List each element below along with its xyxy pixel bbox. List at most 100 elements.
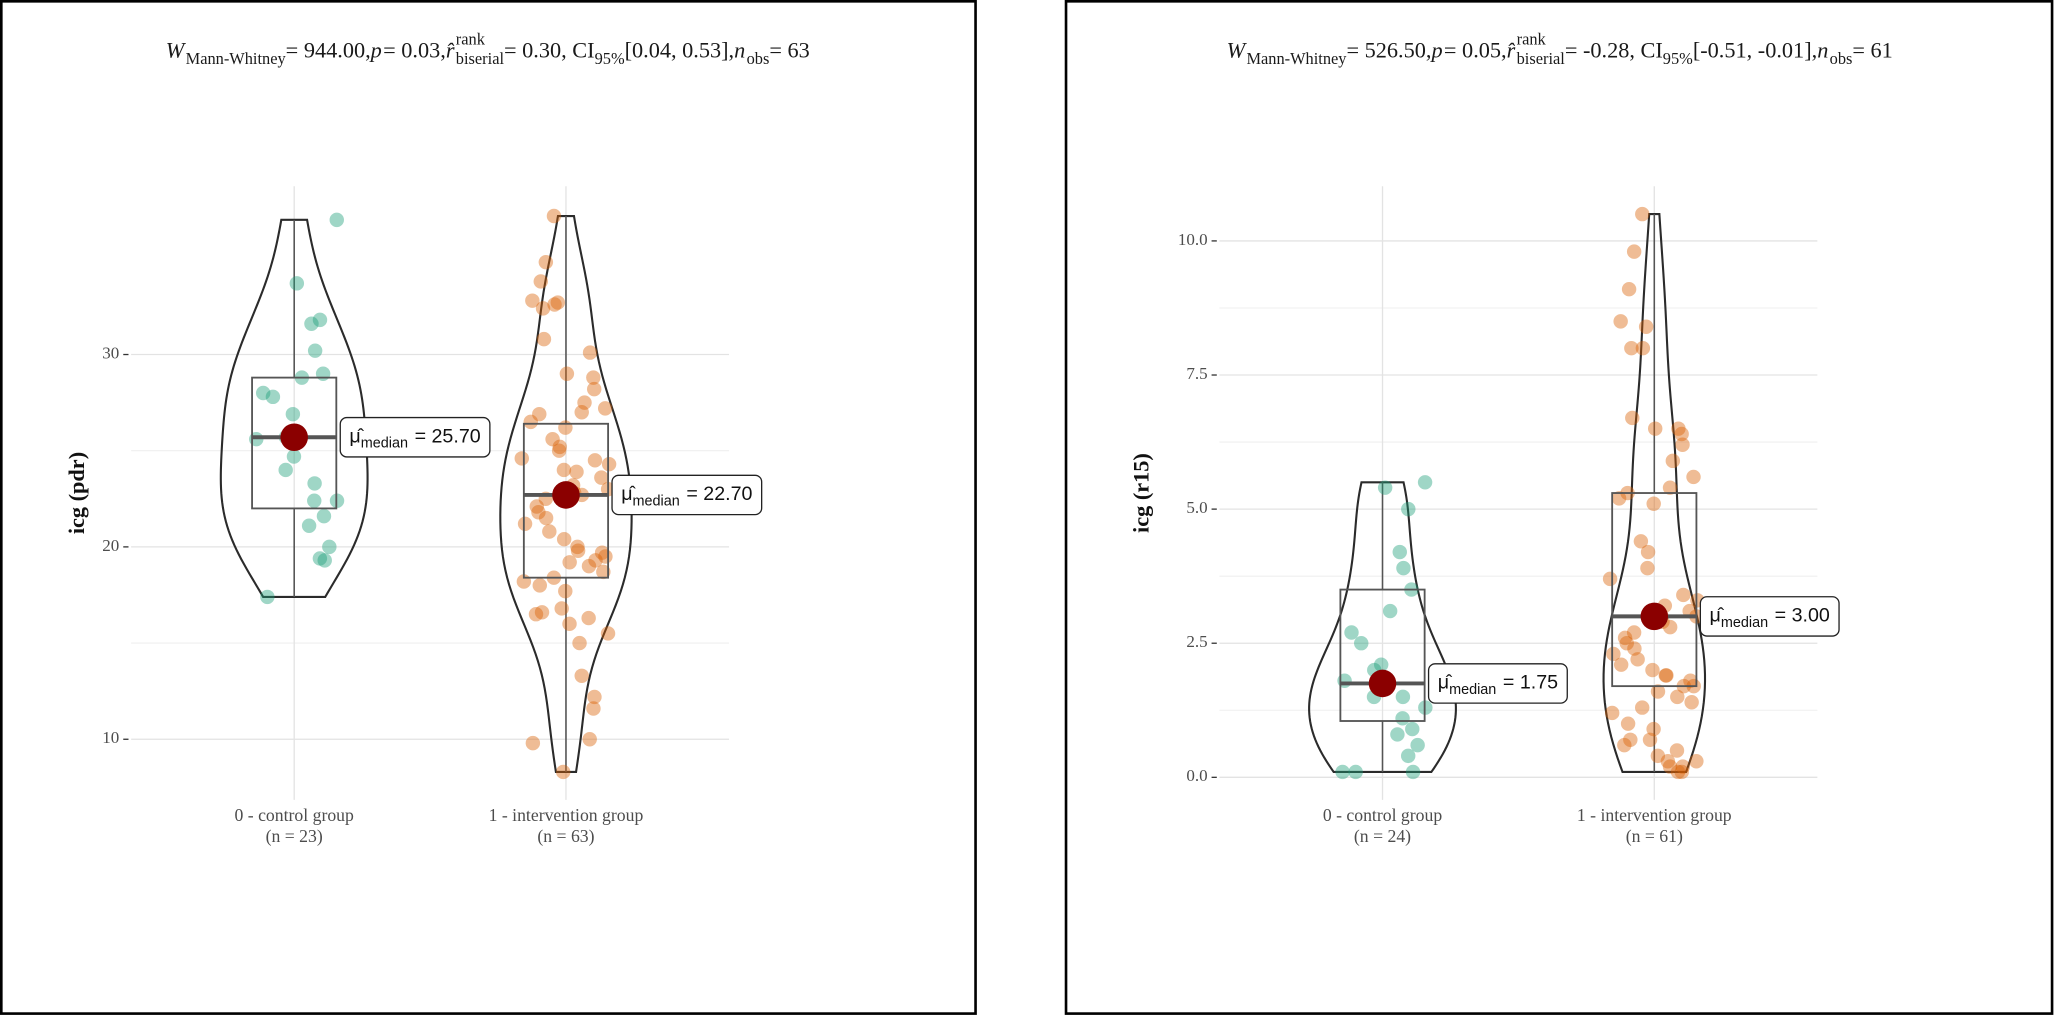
point — [1674, 764, 1689, 780]
point — [582, 345, 598, 360]
point — [1683, 673, 1698, 688]
title-part: rank — [1517, 29, 1547, 48]
point — [1640, 560, 1655, 576]
point — [1617, 630, 1633, 646]
chart-title: W Mann-Whitney = 944.00, p = 0.03, r̂ rank… — [166, 29, 810, 68]
point — [546, 208, 562, 224]
x-tick-label: 1 - intervention group — [1577, 805, 1732, 825]
point — [1660, 754, 1676, 769]
point — [533, 274, 548, 289]
point — [307, 343, 323, 358]
title-part: = -0.28, CI — [1565, 38, 1663, 63]
point — [1646, 496, 1661, 511]
point — [1659, 668, 1674, 683]
point — [601, 456, 617, 472]
median-subscript: median — [1721, 615, 1768, 631]
point — [1658, 668, 1673, 683]
title-part: Mann-Whitney — [1246, 49, 1347, 68]
point — [586, 381, 602, 397]
title-part: 95% — [595, 49, 625, 68]
point — [545, 431, 560, 447]
point — [1621, 281, 1637, 297]
point — [587, 689, 602, 705]
title-part: W — [1227, 38, 1248, 63]
point — [538, 254, 554, 270]
title-part: = 63 — [769, 38, 809, 63]
point — [312, 312, 328, 328]
panel-frame — [0, 0, 977, 1015]
point — [1417, 475, 1433, 490]
point — [1405, 764, 1421, 780]
point — [550, 295, 566, 310]
point — [1684, 695, 1699, 710]
point — [1604, 705, 1620, 721]
point — [572, 635, 587, 651]
point — [1606, 646, 1621, 662]
title-part: biserial — [1517, 49, 1566, 68]
point — [514, 451, 529, 466]
point — [1400, 748, 1416, 764]
point — [286, 449, 302, 464]
point — [582, 732, 597, 747]
point — [1662, 759, 1678, 774]
point — [1662, 480, 1678, 495]
point — [569, 464, 584, 480]
point — [532, 406, 547, 422]
median-label: μ̂ median = 22.70 — [611, 474, 763, 516]
point — [574, 405, 589, 420]
point — [586, 701, 601, 716]
point — [528, 607, 544, 622]
point — [304, 316, 319, 331]
median-value-label: = 3.00 — [1775, 605, 1830, 627]
median-point — [552, 481, 580, 509]
title-part: r̂ — [1507, 38, 1516, 63]
x-tick-count: (n = 63) — [537, 826, 594, 846]
point — [1390, 727, 1405, 742]
point — [1395, 689, 1411, 705]
point — [255, 385, 271, 401]
point — [534, 605, 550, 620]
point — [594, 470, 609, 485]
title-part: rank — [456, 29, 486, 48]
point — [581, 610, 596, 626]
point — [586, 370, 601, 385]
point — [1670, 689, 1685, 705]
point — [1650, 748, 1666, 764]
y-tick-label: 10 — [102, 728, 119, 747]
y-tick-label: 7.5 — [1186, 364, 1207, 383]
point — [1613, 314, 1628, 329]
point — [570, 543, 586, 558]
point — [1686, 469, 1701, 485]
title-part: 95% — [1663, 49, 1693, 68]
point — [597, 401, 613, 416]
violin — [219, 218, 369, 598]
point — [1650, 684, 1666, 699]
point — [559, 366, 575, 381]
point — [538, 510, 554, 526]
point — [1624, 340, 1639, 356]
y-tick-label: 5.0 — [1186, 498, 1207, 517]
point — [1344, 625, 1359, 640]
point — [315, 366, 331, 381]
point — [1354, 636, 1369, 651]
median-label-box — [1699, 596, 1840, 637]
title-part: = 61 — [1852, 38, 1892, 63]
title-part: p — [369, 38, 382, 63]
point — [1626, 625, 1642, 640]
median-subscript: median — [1449, 682, 1496, 698]
median-value-label: = 22.70 — [686, 483, 752, 505]
title-part: r̂ — [446, 38, 455, 63]
y-tick-label: 10.0 — [1178, 230, 1208, 249]
point — [1377, 480, 1393, 495]
median-subscript: median — [633, 493, 680, 509]
point — [1392, 544, 1407, 560]
median-value-label: = 1.75 — [1503, 672, 1558, 694]
point — [598, 549, 613, 564]
panel: 0.02.55.07.510.0μ̂ median = 1.750 - contro… — [1128, 29, 1892, 846]
x-tick-label: 0 - control group — [235, 805, 355, 825]
point — [1630, 652, 1645, 667]
median-subscript: median — [361, 436, 408, 452]
chart-title: W Mann-Whitney = 526.50, p = 0.05, r̂ rank… — [1227, 29, 1893, 68]
point — [329, 212, 344, 228]
